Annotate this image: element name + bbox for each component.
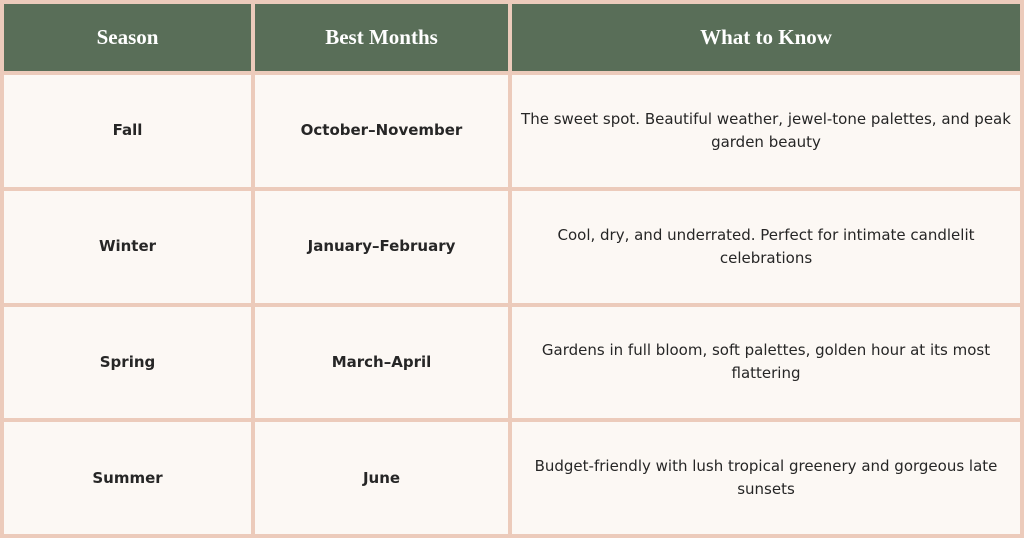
table-cell: Cool, dry, and underrated. Perfect for i… (512, 190, 1020, 303)
table-cell: Gardens in full bloom, soft palettes, go… (512, 306, 1020, 419)
table-cell: Spring (4, 306, 251, 419)
table-cell: June (255, 422, 508, 534)
header-cell: Best Months (255, 4, 508, 71)
table-cell: January–February (255, 190, 508, 303)
table-cell: Fall (4, 75, 251, 187)
table-cell: Winter (4, 190, 251, 303)
header-cell: What to Know (512, 4, 1020, 71)
table-cell: The sweet spot. Beautiful weather, jewel… (512, 75, 1020, 187)
table-cell: March–April (255, 306, 508, 419)
table-cell: Summer (4, 422, 251, 534)
table-cell: Budget-friendly with lush tropical green… (512, 422, 1020, 534)
header-cell: Season (4, 4, 251, 71)
table-cell: October–November (255, 75, 508, 187)
